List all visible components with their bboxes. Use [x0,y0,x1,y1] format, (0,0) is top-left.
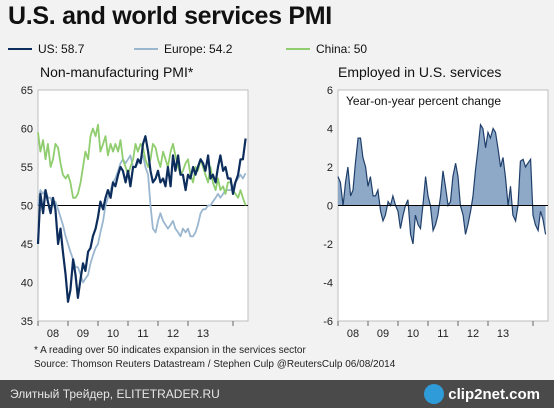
source-note: Source: Thomson Reuters Datastream / Ste… [34,359,396,370]
clip2net-logo-icon [424,384,445,404]
pmi-x-tick-label: 09 [77,328,89,340]
emp-x-tick-label: 10 [407,328,419,340]
legend-value-us: 58.7 [61,42,85,56]
legend: US: 58.7 Europe: 54.2 China: 50 [0,42,554,60]
legend-value-europe: 54.2 [209,42,233,56]
pmi-x-tick-label: 13 [197,328,209,340]
legend-swatch-europe [134,48,158,50]
bottom-bar: Элитный Трейдер, ELITETRADER.RU clip2net… [0,380,554,408]
legend-item-europe: Europe: 54.2 [134,42,232,56]
pmi-y-tick-label: 65 [21,85,33,97]
emp-y-tick-label: -2 [323,239,333,251]
pmi-series-us [36,135,247,303]
emp-x-tick-label: 13 [497,328,509,340]
emp-x-tick-label: 12 [467,328,479,340]
emp-y-tick-label: 4 [327,124,333,136]
emp-x-tick-label: 11 [437,328,448,340]
legend-swatch-us [8,48,32,50]
emp-y-tick-label: 2 [327,162,333,174]
emp-subtitle: Year-on-year percent change [346,94,501,108]
employment-chart-title: Employed in U.S. services [338,64,502,80]
emp-y-tick-label: 0 [327,201,333,213]
pmi-y-tick-label: 60 [21,124,33,136]
pmi-y-tick-label: 35 [21,316,33,328]
legend-item-china: China: 50 [286,42,367,56]
footnote: * A reading over 50 indicates expansion … [34,345,306,356]
pmi-x-tick-label: 08 [47,328,59,340]
pmi-panel: 35 40 45 50 55 60 65 08 09 10 11 12 13 [21,85,249,340]
emp-x-tick-label: 08 [347,328,359,340]
site-credit: Элитный Трейдер, ELITETRADER.RU [10,387,220,401]
watermark-text: clip2net.com [448,385,540,403]
pmi-x-tick-label: 10 [107,328,119,340]
pmi-chart-title: Non-manufacturing PMI* [40,64,194,80]
emp-y-tick-label: -4 [323,278,333,290]
pmi-y-tick-label: 55 [21,162,33,174]
pmi-x-tick-label: 12 [167,328,179,340]
legend-label-us: US: [38,42,59,56]
pmi-y-tick-label: 50 [21,201,33,213]
page-title: U.S. and world services PMI [8,2,332,30]
pmi-y-tick-label: 40 [21,278,33,290]
legend-label-europe: Europe: [164,42,207,56]
emp-panel: -6 -4 -2 0 2 4 6 08 09 10 11 12 13 Year-on-year perce… [323,85,549,340]
legend-value-china: 50 [353,42,368,56]
emp-area-line [337,122,547,245]
emp-y-tick-label: 6 [327,85,333,97]
legend-label-china: China: [316,42,351,56]
legend-item-us: US: 58.7 [8,42,84,56]
watermark: clip2net.com [424,383,540,405]
emp-y-tick-label: -6 [323,316,333,328]
legend-swatch-china [286,48,310,50]
pmi-x-tick-label: 11 [137,328,148,340]
pmi-y-tick-label: 45 [21,239,33,251]
emp-x-tick-label: 09 [377,328,389,340]
